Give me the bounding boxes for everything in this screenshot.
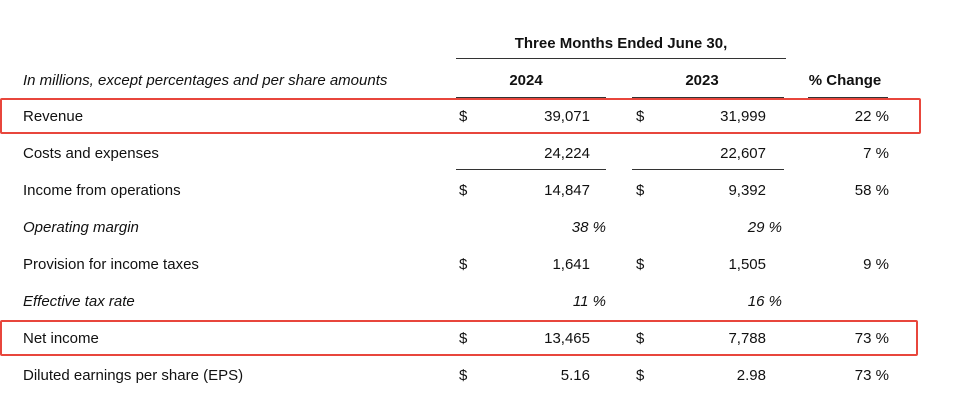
currency-2023: $ (636, 182, 645, 199)
value-2023: 7,788 (728, 330, 766, 347)
value-2024: 14,847 (544, 182, 590, 199)
unit-note: In millions, except percentages and per … (23, 72, 388, 89)
row-label: Revenue (23, 108, 84, 125)
value-2024: 39,071 (544, 108, 590, 125)
value-2023: 31,999 (720, 108, 766, 125)
currency-2024: $ (459, 367, 468, 384)
row-label: Net income (23, 330, 99, 347)
percent-change: 58 % (854, 182, 889, 199)
value-2023: 1,505 (728, 256, 766, 273)
value-2023: 22,607 (720, 145, 766, 162)
value-2024: 13,465 (544, 330, 590, 347)
value-2023: 2.98 (736, 367, 766, 384)
currency-2024: $ (459, 182, 468, 199)
percent-change: 73 % (854, 330, 889, 347)
revenue-highlight-box (0, 98, 921, 134)
currency-2023: $ (636, 108, 645, 125)
percent-change: 22 % (854, 108, 889, 125)
currency-2023: $ (636, 367, 645, 384)
column-header-2023: 2023 (685, 72, 719, 89)
value-2023: 16 % (747, 293, 782, 310)
currency-2023: $ (636, 330, 645, 347)
value-2023: 9,392 (728, 182, 766, 199)
row-label: Provision for income taxes (23, 256, 199, 273)
header-rule-2023 (632, 97, 784, 98)
column-header-2024: 2024 (509, 72, 543, 89)
row-label: Income from operations (23, 182, 181, 199)
currency-2024: $ (459, 108, 468, 125)
row-label: Operating margin (23, 219, 139, 236)
percent-change: 73 % (854, 367, 889, 384)
value-2023: 29 % (747, 219, 782, 236)
column-header-change: % Change (808, 72, 882, 89)
value-2024: 5.16 (560, 367, 590, 384)
value-2024: 11 % (572, 293, 606, 310)
subtotal-rule-2023 (632, 169, 784, 170)
row-label: Costs and expenses (23, 145, 159, 162)
row-label: Effective tax rate (23, 293, 135, 310)
currency-2024: $ (459, 256, 468, 273)
value-2024: 24,224 (544, 145, 590, 162)
currency-2023: $ (636, 256, 645, 273)
header-rule-2024 (456, 97, 606, 98)
percent-change: 9 % (863, 256, 889, 273)
subtotal-rule-2024 (456, 169, 606, 170)
period-header: Three Months Ended June 30, (514, 35, 728, 52)
currency-2024: $ (459, 330, 468, 347)
period-header-rule (456, 58, 786, 59)
percent-change: 7 % (863, 145, 889, 162)
row-label: Diluted earnings per share (EPS) (23, 367, 244, 384)
value-2024: 1,641 (552, 256, 590, 273)
net-income-highlight-box (0, 320, 918, 356)
value-2024: 38 % (571, 219, 606, 236)
header-rule-change (808, 97, 888, 98)
